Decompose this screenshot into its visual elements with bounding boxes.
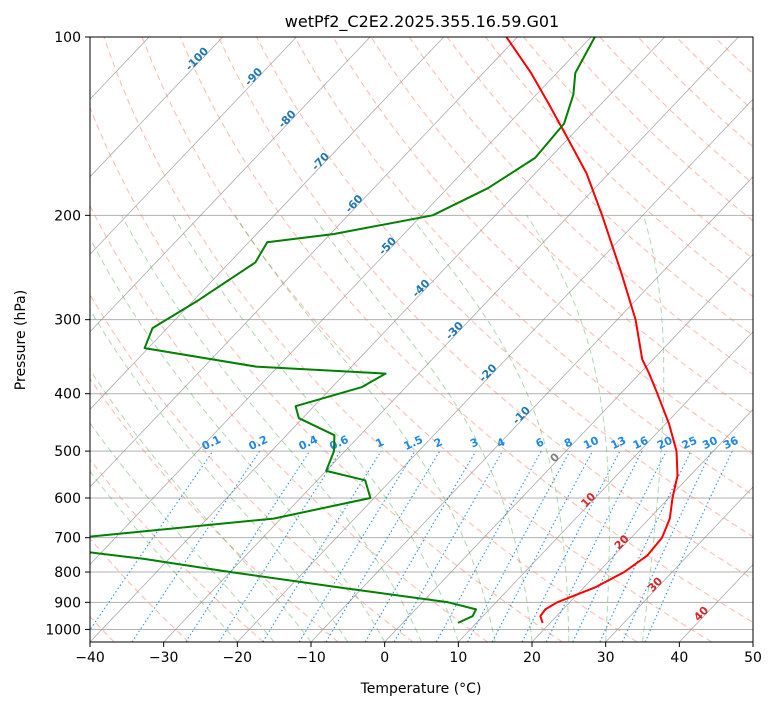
x-tick-label: 40 (670, 650, 688, 666)
dry-adiabat-line (90, 458, 264, 642)
isotherm-line (163, 37, 739, 642)
dry-adiabat-line (256, 37, 753, 538)
y-tick-label: 600 (54, 491, 81, 507)
moist-adiabat-line (90, 308, 349, 642)
isotherm-line (90, 37, 445, 410)
mixing-ratio-line (218, 450, 341, 642)
mixing-ratio-line (545, 450, 643, 642)
mixing-ratio-line (644, 450, 733, 642)
x-axis-label: Temperature (°C) (360, 681, 482, 697)
isotherm-line (90, 37, 297, 255)
x-tick-label: −30 (149, 650, 179, 666)
mixing-ratio-line (572, 450, 667, 642)
mixing-ratio-line (467, 450, 571, 642)
y-tick-label: 700 (54, 531, 81, 547)
isotherm-line (237, 98, 753, 642)
y-axis-label: Pressure (hPa) (13, 290, 29, 390)
mixing-ratio-line (185, 450, 311, 642)
y-tick-label: 900 (54, 595, 81, 611)
y-tick-label: 500 (54, 444, 81, 460)
moist-adiabat-line (234, 215, 496, 642)
mixing-ratio-label: 10 (581, 434, 601, 452)
moist-adiabat-line (90, 369, 312, 642)
x-tick-label: 30 (597, 650, 615, 666)
y-tick-label: 800 (54, 565, 81, 581)
dry-adiabat-line (90, 106, 563, 642)
dry-adiabat-line (370, 37, 753, 415)
skewed-isotherms (90, 37, 753, 642)
mixing-ratio-lines (90, 450, 733, 642)
y-tick-label: 400 (54, 387, 81, 403)
plot-frame (89, 36, 754, 643)
x-tick-label: 10 (449, 650, 467, 666)
moist-adiabat-line (409, 214, 570, 642)
dry-adiabat-line (294, 37, 753, 496)
isotherm-line (90, 37, 592, 566)
mixing-ratio-line (262, 450, 382, 642)
isotherm-line (90, 37, 666, 642)
moist-adiabat-line (526, 215, 610, 642)
isotherm-line (90, 37, 518, 488)
mixing-ratio-line (131, 450, 261, 642)
mixing-ratio-line (90, 450, 214, 631)
moist-adiabat-line (312, 215, 533, 642)
chart-title: wetPf2_C2E2.2025.355.16.59.G01 (285, 12, 559, 32)
mixing-ratio-line (393, 450, 503, 642)
mixing-ratio-label: 30 (700, 434, 720, 452)
moist-adiabat-line (642, 215, 665, 642)
y-tick-label: 200 (54, 208, 81, 224)
mixing-ratio-line (435, 450, 542, 642)
isotherm-line (90, 37, 371, 333)
mixing-ratio-label: 16 (631, 434, 651, 452)
dry-adiabat-line (217, 37, 753, 580)
y-tick-label: 1000 (45, 622, 81, 638)
mixing-ratio-label: 20 (655, 434, 675, 452)
dry-adiabat-line (179, 37, 753, 623)
x-tick-label: 20 (523, 650, 541, 666)
x-axis-ticks: −40 −30 −20 −10 0 10 20 30 40 50 (75, 642, 762, 666)
y-axis-ticks: 100 200 300 400 500 600 700 800 900 1000 (45, 30, 90, 638)
moist-adiabat-line (90, 470, 238, 642)
temperature-profile-line (505, 37, 679, 624)
moist-adiabat-line (90, 237, 386, 642)
dry-adiabat-line (103, 37, 638, 642)
mixing-ratio-line (298, 450, 416, 642)
dry-adiabat-line (90, 293, 414, 642)
dewpoint-profile-line (90, 37, 596, 624)
mixing-ratio-label: 25 (680, 434, 699, 452)
dry-adiabat-line (332, 37, 753, 455)
moist-adiabats (90, 214, 665, 642)
isotherm-line (605, 486, 753, 642)
x-tick-label: 0 (380, 650, 389, 666)
isotherm-line (458, 331, 753, 642)
moist-adiabat-line (121, 215, 422, 642)
y-tick-label: 300 (54, 313, 81, 329)
mixing-ratio-label: 13 (609, 434, 628, 452)
x-tick-label: −40 (75, 650, 105, 666)
isotherm-line (531, 408, 753, 642)
dry-adiabat-line (90, 537, 190, 642)
dry-adiabat-line (446, 37, 753, 336)
profile-series (90, 37, 679, 624)
x-tick-label: −10 (296, 650, 326, 666)
y-tick-label: 100 (54, 30, 81, 46)
isotherm-line (384, 253, 753, 642)
mixing-ratio-label: 36 (721, 434, 741, 452)
x-tick-label: 50 (744, 650, 762, 666)
x-tick-label: −20 (223, 650, 253, 666)
dry-adiabat-line (408, 37, 753, 375)
isotherm-line (90, 37, 224, 178)
dry-adiabat-line (141, 37, 712, 642)
